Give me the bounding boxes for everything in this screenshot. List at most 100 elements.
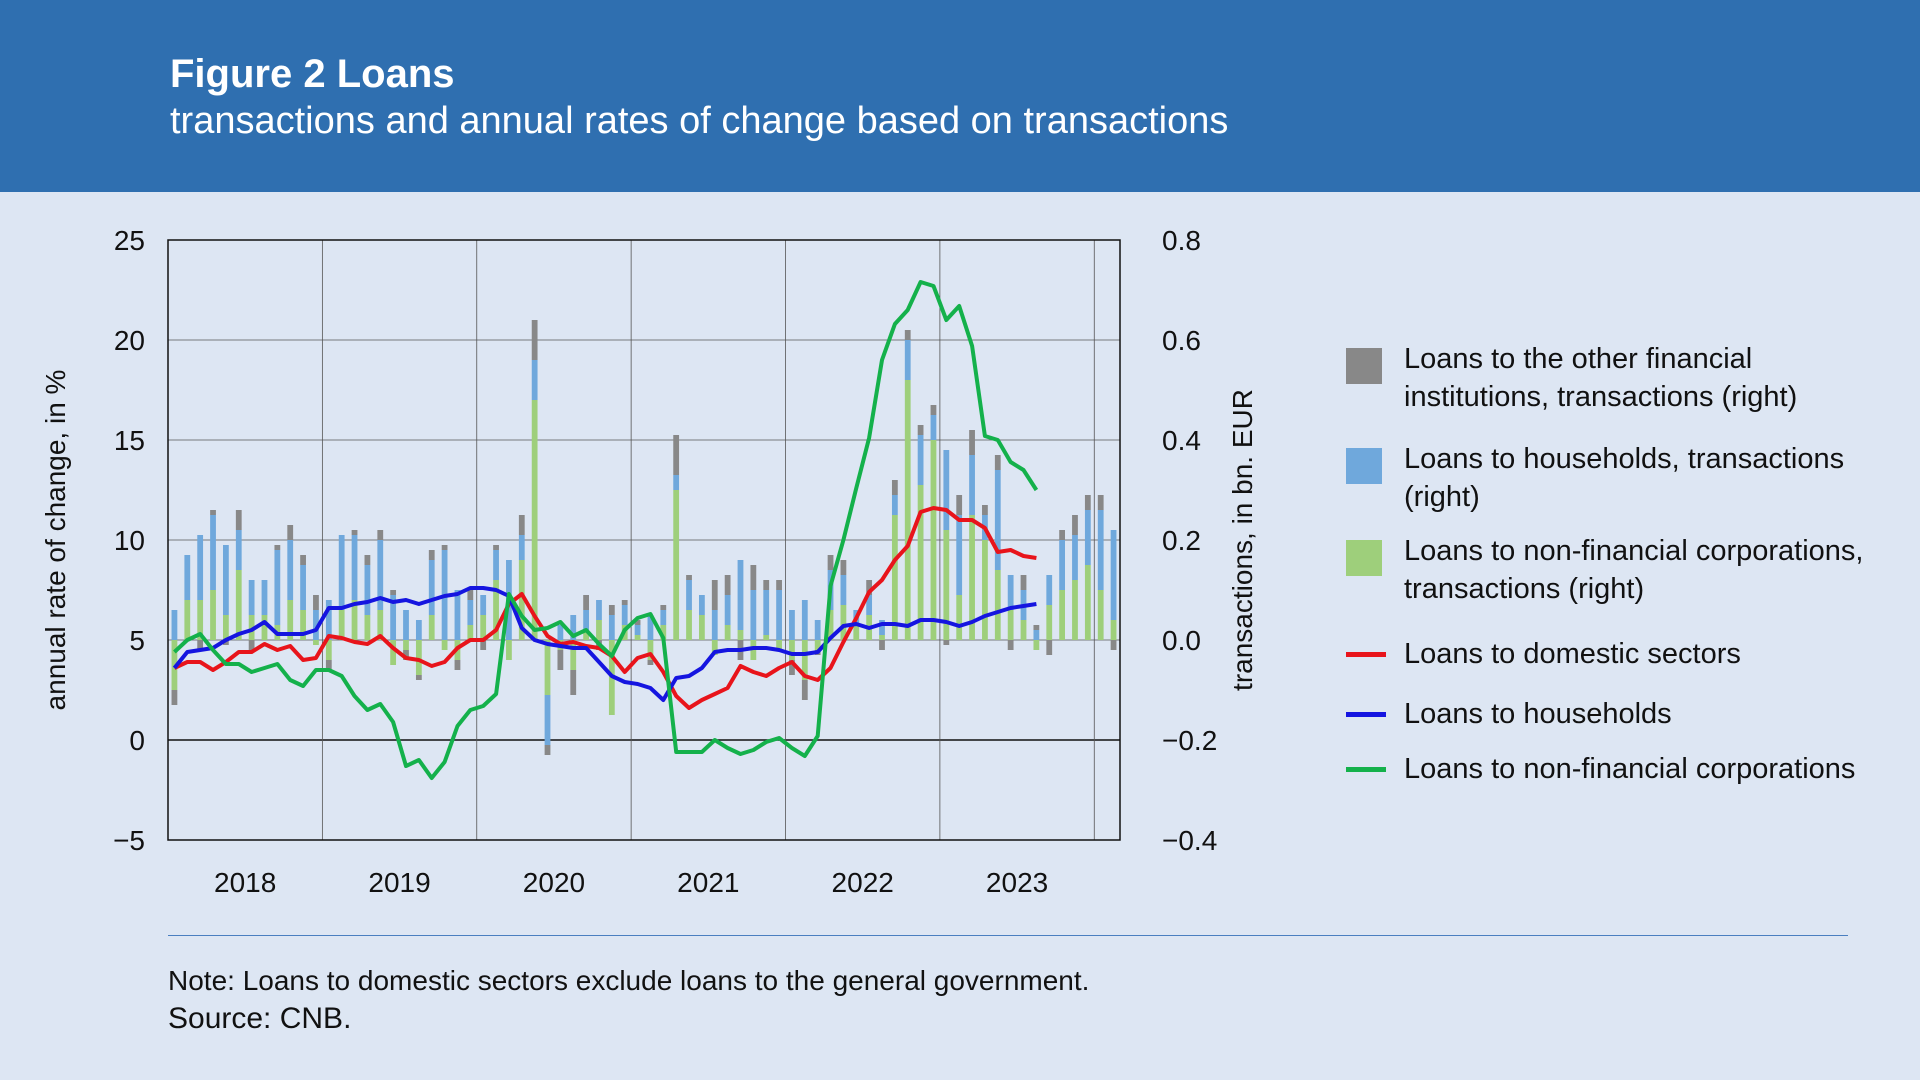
legend-swatch	[1346, 540, 1382, 576]
bar	[1007, 575, 1014, 610]
x-tick-label: 2021	[677, 867, 739, 898]
bar	[1072, 580, 1078, 640]
left-tick-label: −5	[113, 825, 145, 856]
bar	[364, 565, 371, 615]
bar	[943, 530, 950, 640]
bar	[274, 545, 281, 550]
bar	[570, 640, 577, 670]
bar	[1020, 575, 1027, 590]
x-tick-label: 2022	[832, 867, 894, 898]
bar	[789, 640, 795, 660]
bar	[325, 640, 332, 660]
bar	[544, 745, 551, 755]
bar	[750, 590, 757, 640]
bar	[1059, 540, 1066, 590]
bar	[1059, 590, 1066, 640]
bar	[596, 620, 602, 640]
footer-source: Source: CNB.	[168, 1002, 352, 1035]
bar	[930, 415, 937, 440]
bar	[1007, 610, 1014, 640]
bar	[441, 545, 448, 550]
bar	[969, 430, 975, 455]
right-tick-label: −0.4	[1162, 825, 1217, 856]
bar	[313, 610, 319, 640]
bar	[789, 660, 795, 675]
bar	[840, 560, 847, 575]
bar	[1046, 640, 1053, 655]
left-tick-label: 10	[114, 525, 145, 556]
bar	[493, 550, 499, 580]
bar	[325, 660, 332, 670]
bar	[724, 575, 731, 595]
bar	[943, 450, 950, 530]
bar	[544, 640, 551, 695]
bar	[853, 625, 860, 640]
bar	[814, 620, 821, 640]
bar	[1097, 590, 1104, 640]
bar	[827, 555, 834, 570]
bar	[351, 600, 358, 640]
bar	[557, 625, 564, 640]
bar	[686, 610, 692, 640]
right-tick-label: 0.2	[1162, 525, 1201, 556]
bar	[467, 590, 474, 600]
bar	[390, 640, 397, 665]
bar	[235, 510, 242, 530]
bar	[917, 485, 924, 640]
bar	[467, 600, 474, 625]
bar	[1059, 530, 1066, 540]
bar	[338, 535, 345, 610]
bar	[737, 560, 744, 630]
figure-subtitle: transactions and annual rates of change …	[170, 100, 1229, 142]
bar	[300, 565, 306, 610]
footer-divider	[168, 935, 1848, 936]
bar	[776, 580, 782, 590]
bar	[686, 575, 692, 580]
bar	[917, 435, 924, 485]
bar	[956, 595, 963, 640]
bar	[634, 625, 641, 635]
bar	[608, 605, 615, 615]
bar	[454, 660, 461, 670]
bar	[390, 595, 397, 640]
bar	[235, 530, 242, 570]
legend-line	[1346, 652, 1386, 657]
bar	[287, 525, 294, 540]
legend-label: Loans to domestic sectors	[1404, 638, 1741, 670]
bar	[686, 580, 692, 610]
bar	[544, 695, 551, 745]
x-tick-label: 2019	[368, 867, 430, 898]
bar	[724, 595, 731, 625]
bar	[904, 380, 911, 640]
legend-line	[1346, 767, 1386, 772]
bar-series	[171, 320, 1117, 755]
bar	[364, 615, 371, 640]
bar	[171, 610, 178, 640]
bar	[879, 640, 885, 650]
bar	[673, 490, 680, 640]
bar	[570, 615, 577, 640]
bar	[763, 580, 770, 590]
bar	[235, 570, 242, 640]
bar	[274, 550, 281, 625]
bar	[737, 630, 744, 640]
left-tick-label: 20	[114, 325, 145, 356]
series-line	[173, 280, 1039, 780]
bar	[647, 615, 654, 640]
bar	[634, 620, 641, 625]
bar	[531, 400, 538, 640]
bar	[313, 595, 319, 610]
bar	[866, 580, 873, 595]
bar	[493, 580, 499, 640]
bar	[171, 690, 178, 705]
legend-label: Loans to the other financial institution…	[1404, 343, 1798, 413]
bar	[583, 630, 590, 640]
bar	[891, 515, 898, 640]
bar	[351, 530, 358, 535]
bar	[1097, 510, 1104, 590]
footer-note: Note: Loans to domestic sectors exclude …	[168, 965, 1090, 996]
bar	[1072, 515, 1078, 535]
bar	[698, 595, 705, 615]
left-axis-ticks: 25 20 15 10 5 0 −5	[113, 225, 145, 856]
bar	[1097, 495, 1104, 510]
